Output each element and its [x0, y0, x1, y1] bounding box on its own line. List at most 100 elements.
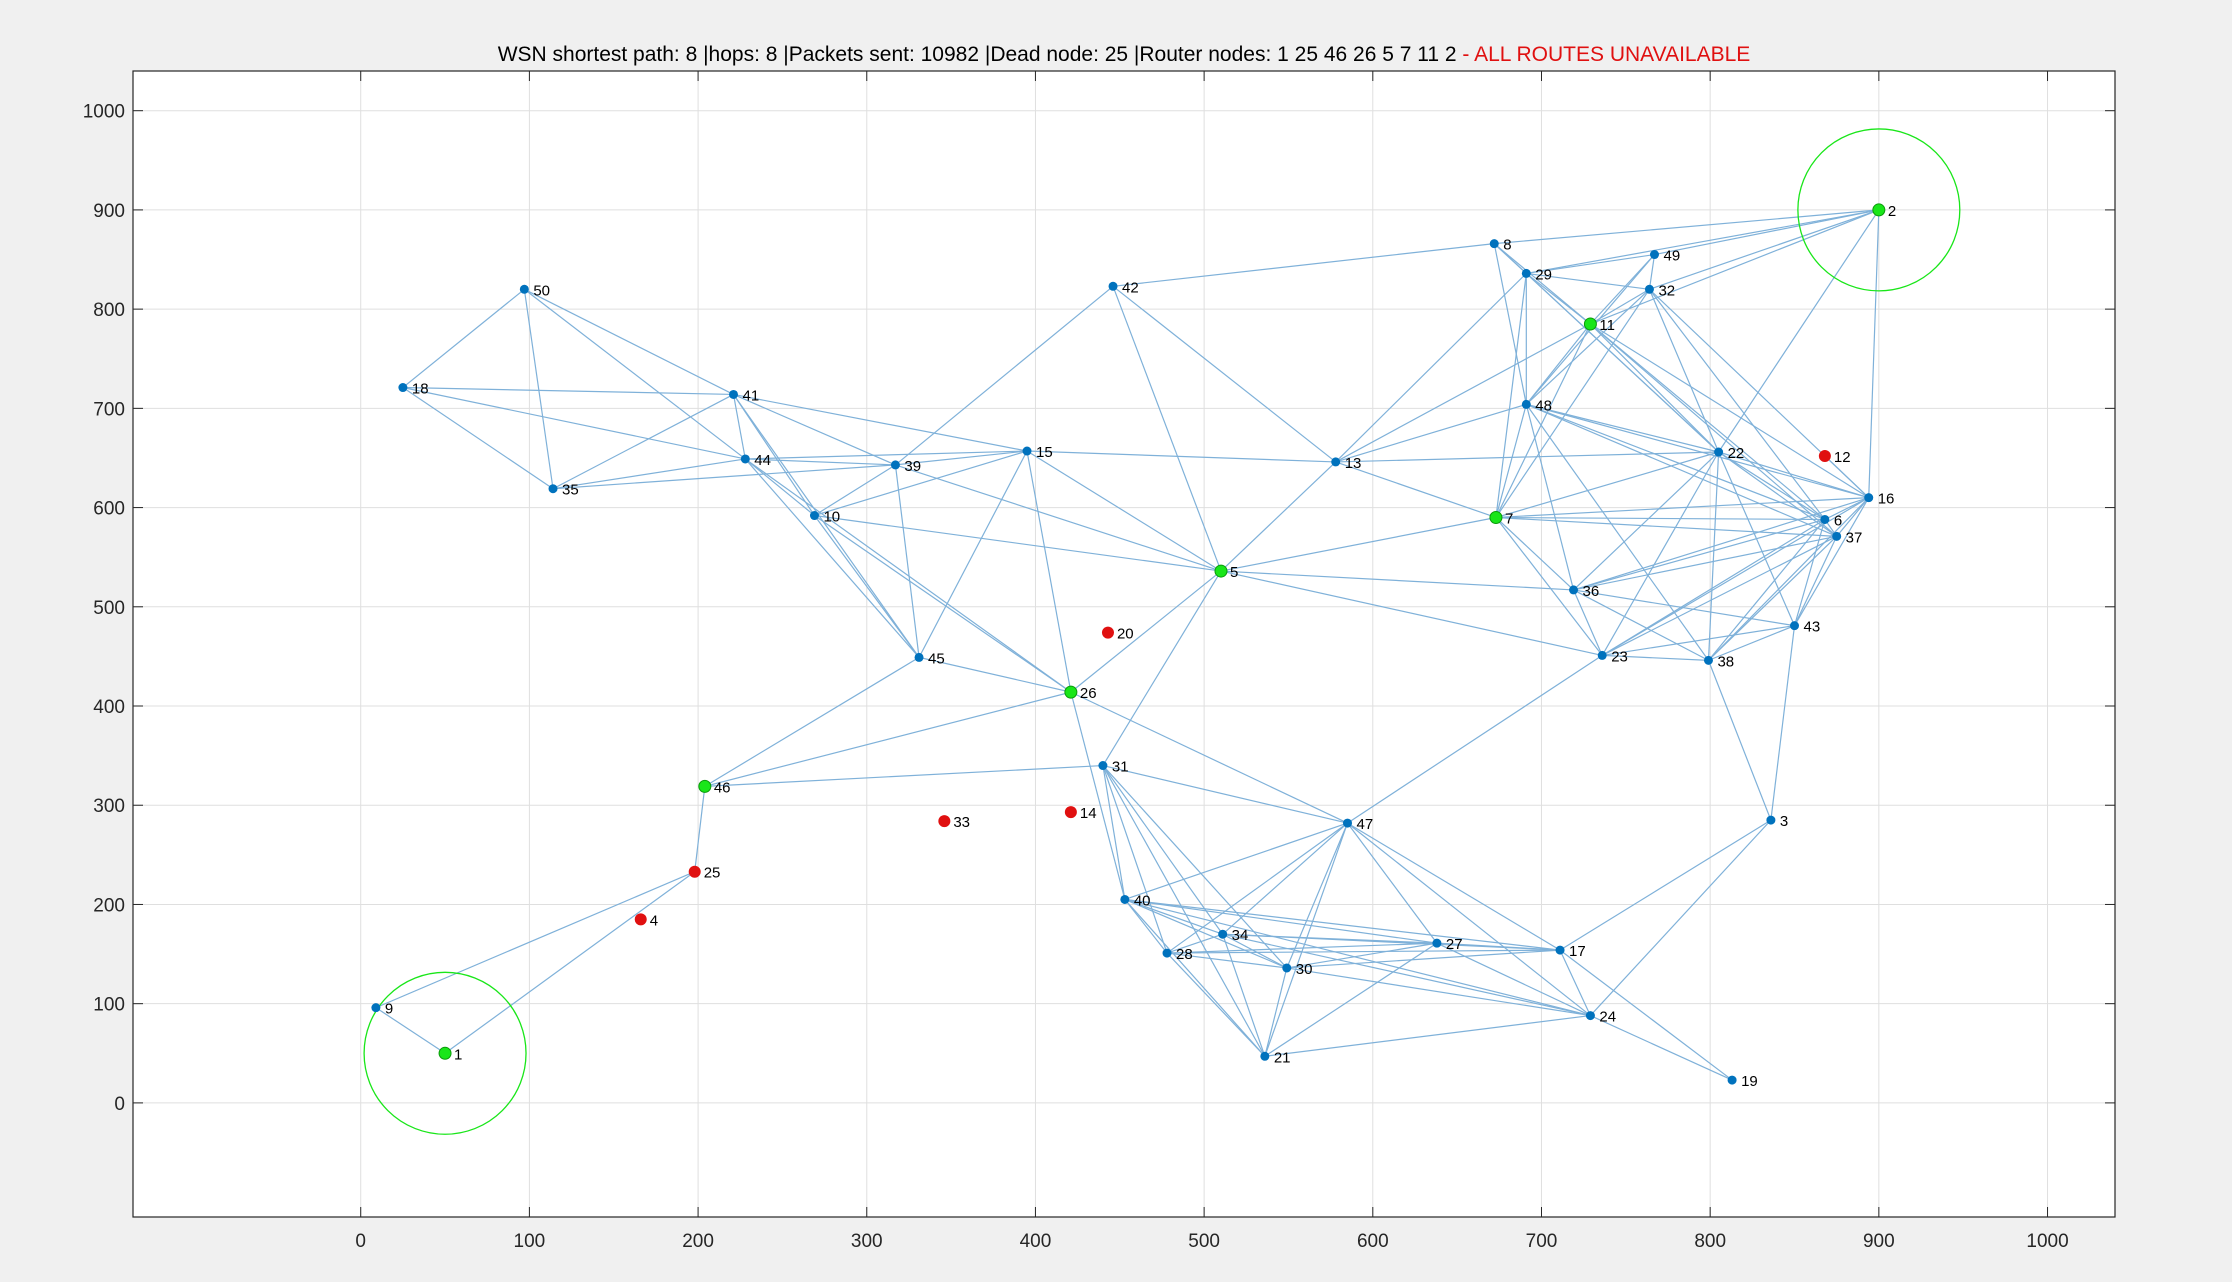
network-edge: [444, 871, 696, 1054]
network-edge: [1220, 570, 1574, 591]
sensor-node: [1108, 281, 1118, 291]
network-edge: [1525, 272, 1591, 325]
network-edge: [1102, 765, 1168, 954]
network-edge: [523, 289, 554, 489]
sensor-node: [1650, 250, 1660, 260]
network-edge: [1707, 451, 1720, 661]
network-edge: [813, 515, 920, 658]
network-edge: [1124, 899, 1168, 954]
sensor-node: [890, 460, 900, 470]
y-tick-label: 1000: [83, 102, 125, 123]
network-edge: [1573, 535, 1837, 591]
network-edge: [1124, 898, 1591, 1017]
range-circles: [363, 128, 1961, 1135]
network-edge: [1495, 517, 1574, 591]
network-edge: [1573, 451, 1720, 591]
node-label: 37: [1846, 529, 1863, 546]
network-edge: [1335, 323, 1591, 463]
network-edge: [1286, 949, 1561, 969]
y-tick-label: 400: [93, 697, 125, 718]
network-edge: [1601, 497, 1870, 656]
node-label: 45: [928, 650, 945, 667]
dead-node: [1064, 806, 1077, 819]
sensor-node: [1703, 655, 1713, 665]
node-label: 43: [1804, 619, 1821, 636]
network-edge: [1495, 497, 1869, 519]
network-edge: [1495, 451, 1719, 519]
network-edge: [1573, 589, 1795, 627]
sensor-node: [1218, 929, 1228, 939]
sensor-node: [1766, 815, 1776, 825]
network-edge: [745, 450, 1028, 460]
network-edge: [1112, 285, 1337, 463]
dead-node: [634, 913, 647, 926]
network-edge: [1026, 450, 1222, 572]
grid-lines: [133, 71, 2115, 1217]
network-edge: [733, 394, 815, 516]
network-edge: [1495, 404, 1527, 518]
node-label: 13: [1345, 455, 1362, 472]
network-edge: [814, 450, 1028, 517]
network-edges: [375, 209, 1880, 1081]
network-edge: [1026, 450, 1336, 463]
network-edge: [1573, 497, 1869, 591]
network-edge: [1495, 288, 1650, 518]
network-edge: [1070, 691, 1348, 824]
network-edge: [1718, 451, 1869, 499]
network-edge: [1559, 949, 1733, 1081]
network-edge: [1495, 516, 1825, 521]
network-edge: [1525, 272, 1720, 453]
network-edge: [1124, 899, 1266, 1057]
network-edge: [1347, 654, 1603, 824]
node-label: 29: [1535, 266, 1552, 283]
network-edge: [1590, 323, 1826, 520]
network-edge: [1573, 518, 1826, 591]
network-edge: [732, 394, 746, 460]
network-nodes: [371, 203, 1886, 1085]
node-label: 7: [1505, 510, 1513, 527]
network-edge: [1526, 209, 1879, 275]
sensor-node: [1022, 446, 1032, 456]
sensor-node: [1098, 761, 1108, 771]
network-edge: [1222, 934, 1266, 1057]
y-tick-label: 800: [93, 300, 125, 321]
node-label: 30: [1296, 961, 1313, 978]
network-edge: [1718, 209, 1880, 453]
network-edge: [1526, 403, 1869, 499]
network-edge: [1648, 254, 1656, 290]
node-label: 41: [743, 387, 760, 404]
dead-node: [688, 865, 701, 878]
network-edge: [1124, 898, 1561, 951]
node-label: 36: [1583, 583, 1600, 600]
network-edge: [1824, 455, 1870, 499]
node-label: 25: [704, 865, 721, 882]
network-edge: [704, 656, 920, 787]
network-edge: [1648, 288, 1826, 520]
sensor-node: [740, 454, 750, 464]
plot-frame: [132, 70, 2116, 1218]
network-edge: [694, 786, 706, 872]
node-label: 8: [1503, 237, 1511, 254]
node-label: 28: [1176, 946, 1193, 963]
network-edge: [1286, 967, 1591, 1017]
x-tick-label: 900: [1863, 1231, 1895, 1252]
network-edge: [1264, 942, 1438, 1057]
node-label: 16: [1878, 491, 1895, 508]
network-edge: [1526, 253, 1655, 275]
network-edge: [1102, 765, 1224, 935]
y-tick-label: 0: [114, 1094, 125, 1115]
network-edge: [1222, 933, 1288, 969]
network-edge: [1793, 497, 1870, 626]
dead-node: [1101, 626, 1114, 639]
network-edge: [1525, 288, 1650, 405]
network-edge: [1649, 209, 1880, 290]
x-tick-label: 500: [1188, 1231, 1220, 1252]
network-edge: [1495, 517, 1603, 656]
network-edge: [1124, 898, 1288, 969]
network-edge: [1868, 209, 1880, 498]
network-edge: [1220, 461, 1337, 572]
network-edge: [1573, 589, 1709, 661]
x-tick-label: 200: [682, 1231, 714, 1252]
sensor-node: [1162, 948, 1172, 958]
